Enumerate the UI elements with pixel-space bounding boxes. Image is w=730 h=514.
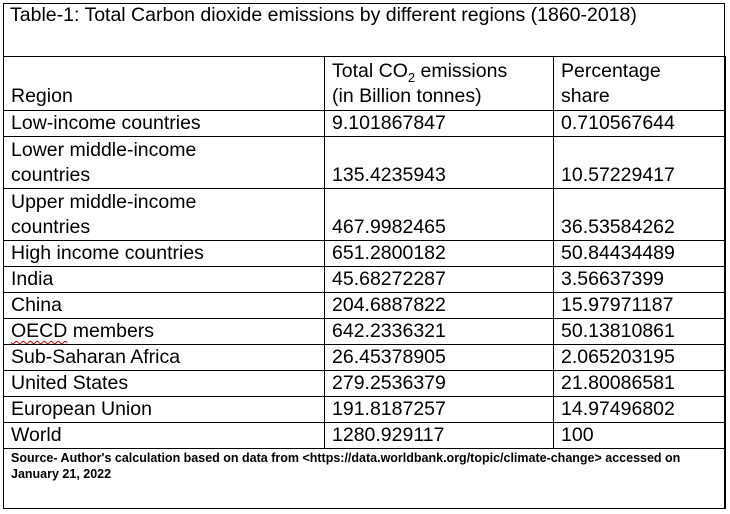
cell-region: Sub-Saharan Africa: [3, 344, 325, 371]
spellcheck-underline: OECD: [11, 320, 68, 342]
table-title: Table-1: Total Carbon dioxide emissions …: [10, 4, 637, 26]
cell-share: 21.80086581: [553, 370, 726, 397]
cell-share: 36.53584262: [553, 188, 726, 241]
cell-share: 14.97496802: [553, 396, 726, 423]
cell-emissions: 642.2336321: [324, 318, 554, 345]
source-note: Source- Author's calculation based on da…: [3, 448, 726, 509]
cell-share: 50.13810861: [553, 318, 726, 345]
cell-region: Lower middle-income countries: [3, 136, 325, 189]
cell-region: China: [3, 292, 325, 319]
cell-emissions: 45.68272287: [324, 266, 554, 293]
header-emissions-line1-pre: Total CO: [332, 60, 408, 82]
header-share-line1: Percentage: [561, 60, 661, 82]
cell-region: High income countries: [3, 240, 325, 267]
cell-share: 2.065203195: [553, 344, 726, 371]
cell-emissions: 1280.929117: [324, 422, 554, 449]
table-row: United States 279.2536379 21.80086581: [3, 370, 726, 397]
cell-emissions: 651.2800182: [324, 240, 554, 267]
cell-emissions: 467.9982465: [324, 188, 554, 241]
source-row: Source- Author's calculation based on da…: [3, 448, 726, 509]
header-share: Percentage share: [553, 56, 726, 111]
header-emissions-line2: (in Billion tonnes): [332, 85, 482, 107]
table-row: Low-income countries 9.101867847 0.7105676…: [3, 110, 726, 137]
table-row: High income countries 651.2800182 50.84434…: [3, 240, 726, 267]
header-region: Region: [3, 56, 325, 111]
cell-emissions: 204.6887822: [324, 292, 554, 319]
cell-share: 10.57229417: [553, 136, 726, 189]
cell-emissions: 9.101867847: [324, 110, 554, 137]
cell-region: World: [3, 422, 325, 449]
cell-emissions: 135.4235943: [324, 136, 554, 189]
table-row: Upper middle-income countries 467.9982465 3…: [3, 188, 726, 241]
cell-emissions: 191.8187257: [324, 396, 554, 423]
cell-region: India: [3, 266, 325, 293]
cell-share: 50.84434489: [553, 240, 726, 267]
cell-region: United States: [3, 370, 325, 397]
table-row: OECD members 642.2336321 50.13810861: [3, 318, 726, 345]
cell-share: 0.710567644: [553, 110, 726, 137]
table-row: India 45.68272287 3.56637399: [3, 266, 726, 293]
cell-emissions: 279.2536379: [324, 370, 554, 397]
header-emissions: Total CO2 emissions (in Billion tonnes): [324, 56, 554, 111]
cell-region: Low-income countries: [3, 110, 325, 137]
header-row: Region Total CO2 emissions (in Billion to…: [3, 56, 726, 111]
cell-share: 15.97971187: [553, 292, 726, 319]
header-emissions-subscript: 2: [407, 69, 416, 85]
table-row: World 1280.929117 100: [3, 422, 726, 449]
header-share-line2: share: [561, 85, 610, 107]
table-row: China 204.6887822 15.97971187: [3, 292, 726, 319]
emissions-table: Region Total CO2 emissions (in Billion to…: [3, 56, 726, 509]
table-row: Lower middle-income countries 135.4235943 1…: [3, 136, 726, 189]
header-emissions-line1-post: emissions: [415, 60, 508, 82]
cell-region: European Union: [3, 396, 325, 423]
table-row: European Union 191.8187257 14.97496802: [3, 396, 726, 423]
cell-emissions: 26.45378905: [324, 344, 554, 371]
cell-share: 3.56637399: [553, 266, 726, 293]
cell-share: 100: [553, 422, 726, 449]
cell-region: OECD members: [3, 318, 325, 345]
cell-region: Upper middle-income countries: [3, 188, 325, 241]
table-row: Sub-Saharan Africa 26.45378905 2.065203195: [3, 344, 726, 371]
